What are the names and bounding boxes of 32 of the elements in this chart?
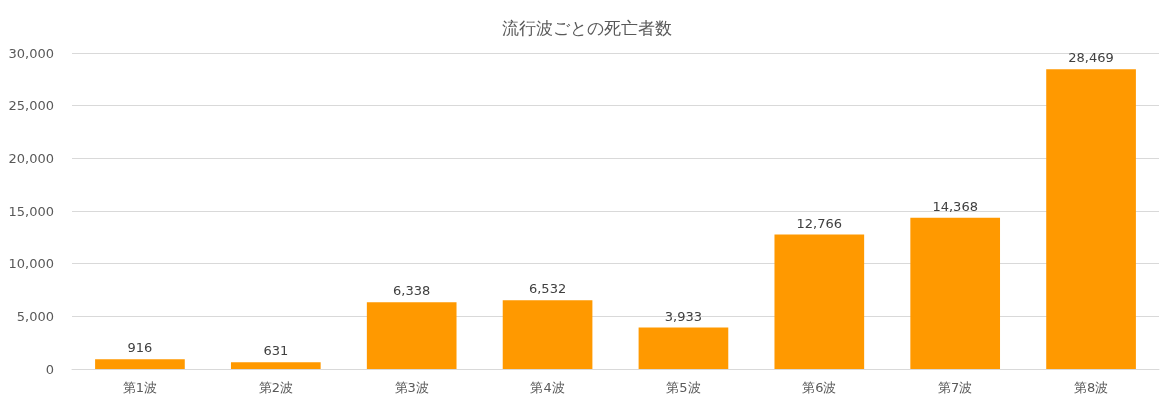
- data-label: 28,469: [1068, 50, 1114, 66]
- bar: [1046, 69, 1136, 369]
- data-label: 3,933: [664, 308, 703, 324]
- data-label: 12,766: [796, 215, 843, 231]
- chart-title: 流行波ごとの死亡者数: [501, 17, 672, 38]
- x-tick-label: 第8波: [1073, 380, 1109, 395]
- bar: [910, 217, 1001, 369]
- x-tick-label: 第4波: [530, 380, 565, 395]
- bar: [502, 300, 593, 369]
- bar: [230, 362, 321, 369]
- bar: [638, 327, 729, 369]
- x-tick-label: 第2波: [258, 380, 293, 395]
- y-tick-label: 25,000: [8, 98, 54, 114]
- y-tick-label: 10,000: [8, 256, 54, 272]
- y-tick-label: 30,000: [8, 45, 54, 61]
- bar: [774, 234, 865, 369]
- x-tick-label: 第1波: [122, 380, 158, 395]
- data-label: 916: [127, 340, 153, 356]
- y-tick-label: 0: [45, 361, 54, 377]
- y-tick-label: 20,000: [8, 150, 54, 166]
- bar: [366, 302, 457, 369]
- bar: [95, 359, 185, 369]
- data-label: 631: [263, 343, 289, 359]
- data-label: 6,532: [528, 281, 567, 297]
- data-label: 6,338: [393, 283, 431, 299]
- x-tick-label: 第7波: [938, 380, 973, 395]
- y-tick-label: 5,000: [16, 308, 54, 324]
- x-tick-label: 第6波: [802, 380, 837, 395]
- x-tick-label: 第3波: [394, 380, 429, 395]
- y-tick-label: 15,000: [8, 203, 54, 219]
- data-label: 14,368: [932, 198, 978, 214]
- x-tick-label: 第5波: [666, 380, 701, 395]
